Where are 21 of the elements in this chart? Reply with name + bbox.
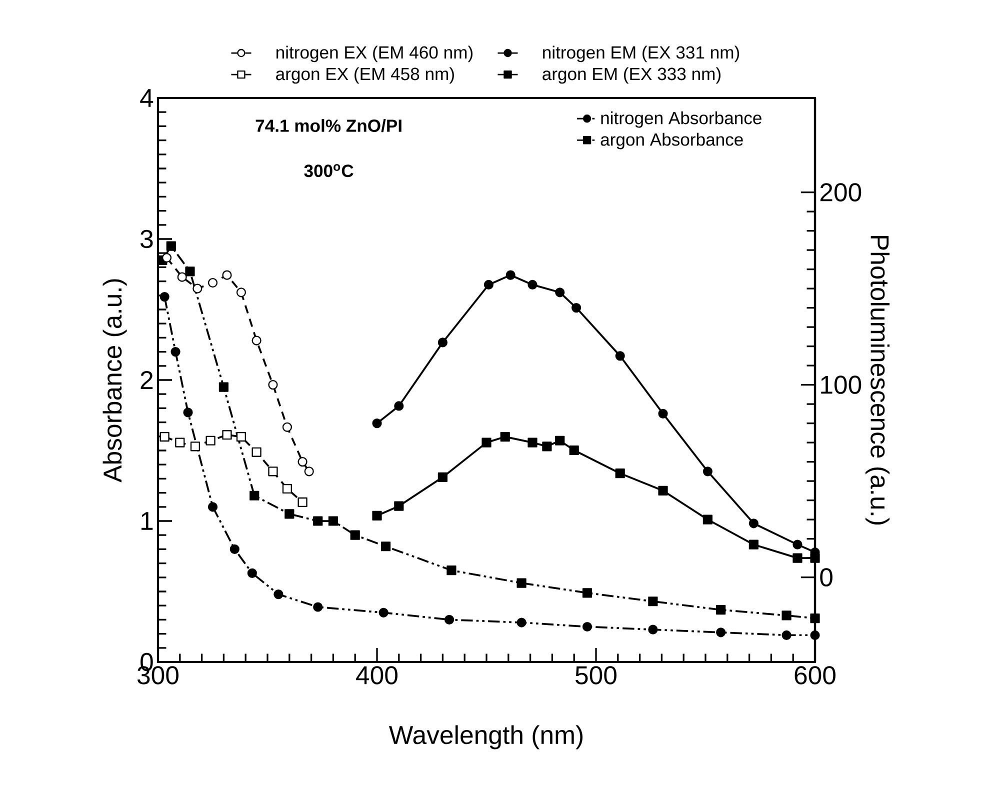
- x-tick-label: 400: [356, 666, 398, 684]
- y2-tick-label: 0: [820, 568, 832, 586]
- y-tick-label: 1: [141, 512, 153, 530]
- legend-label: nitrogen EM (EX 331 nm): [543, 46, 740, 62]
- x-tick-label: 500: [576, 666, 616, 684]
- y-tick-label: 3: [140, 230, 153, 248]
- y2-tick-label: 100: [821, 376, 862, 394]
- x-tick-label: 600: [794, 666, 836, 684]
- legend-label: nitrogen Absorbance: [601, 111, 762, 128]
- legend-label: nitrogen EX (EM 460 nm): [276, 46, 472, 62]
- annotation: 300$^{o}$C: [304, 164, 354, 178]
- legend-label: argon EM (EX 333 nm): [542, 67, 720, 84]
- y2-tick-label: 200: [820, 183, 862, 202]
- annotation: 74.1 mol% ZnO/PI: [256, 119, 402, 132]
- legend-label: argon EX (EM 458 nm): [276, 67, 454, 84]
- x-axis-title: Wavelength (nm): [388, 725, 582, 750]
- legend-label: argon Absorbance: [600, 132, 743, 150]
- y-tick-label: 2: [140, 370, 153, 389]
- y-tick-label: 4: [140, 89, 154, 107]
- y-axis-title: Absorbance (a.u.): [102, 279, 127, 482]
- y2-axis-title: Photoluminescence (a.u.): [866, 236, 890, 524]
